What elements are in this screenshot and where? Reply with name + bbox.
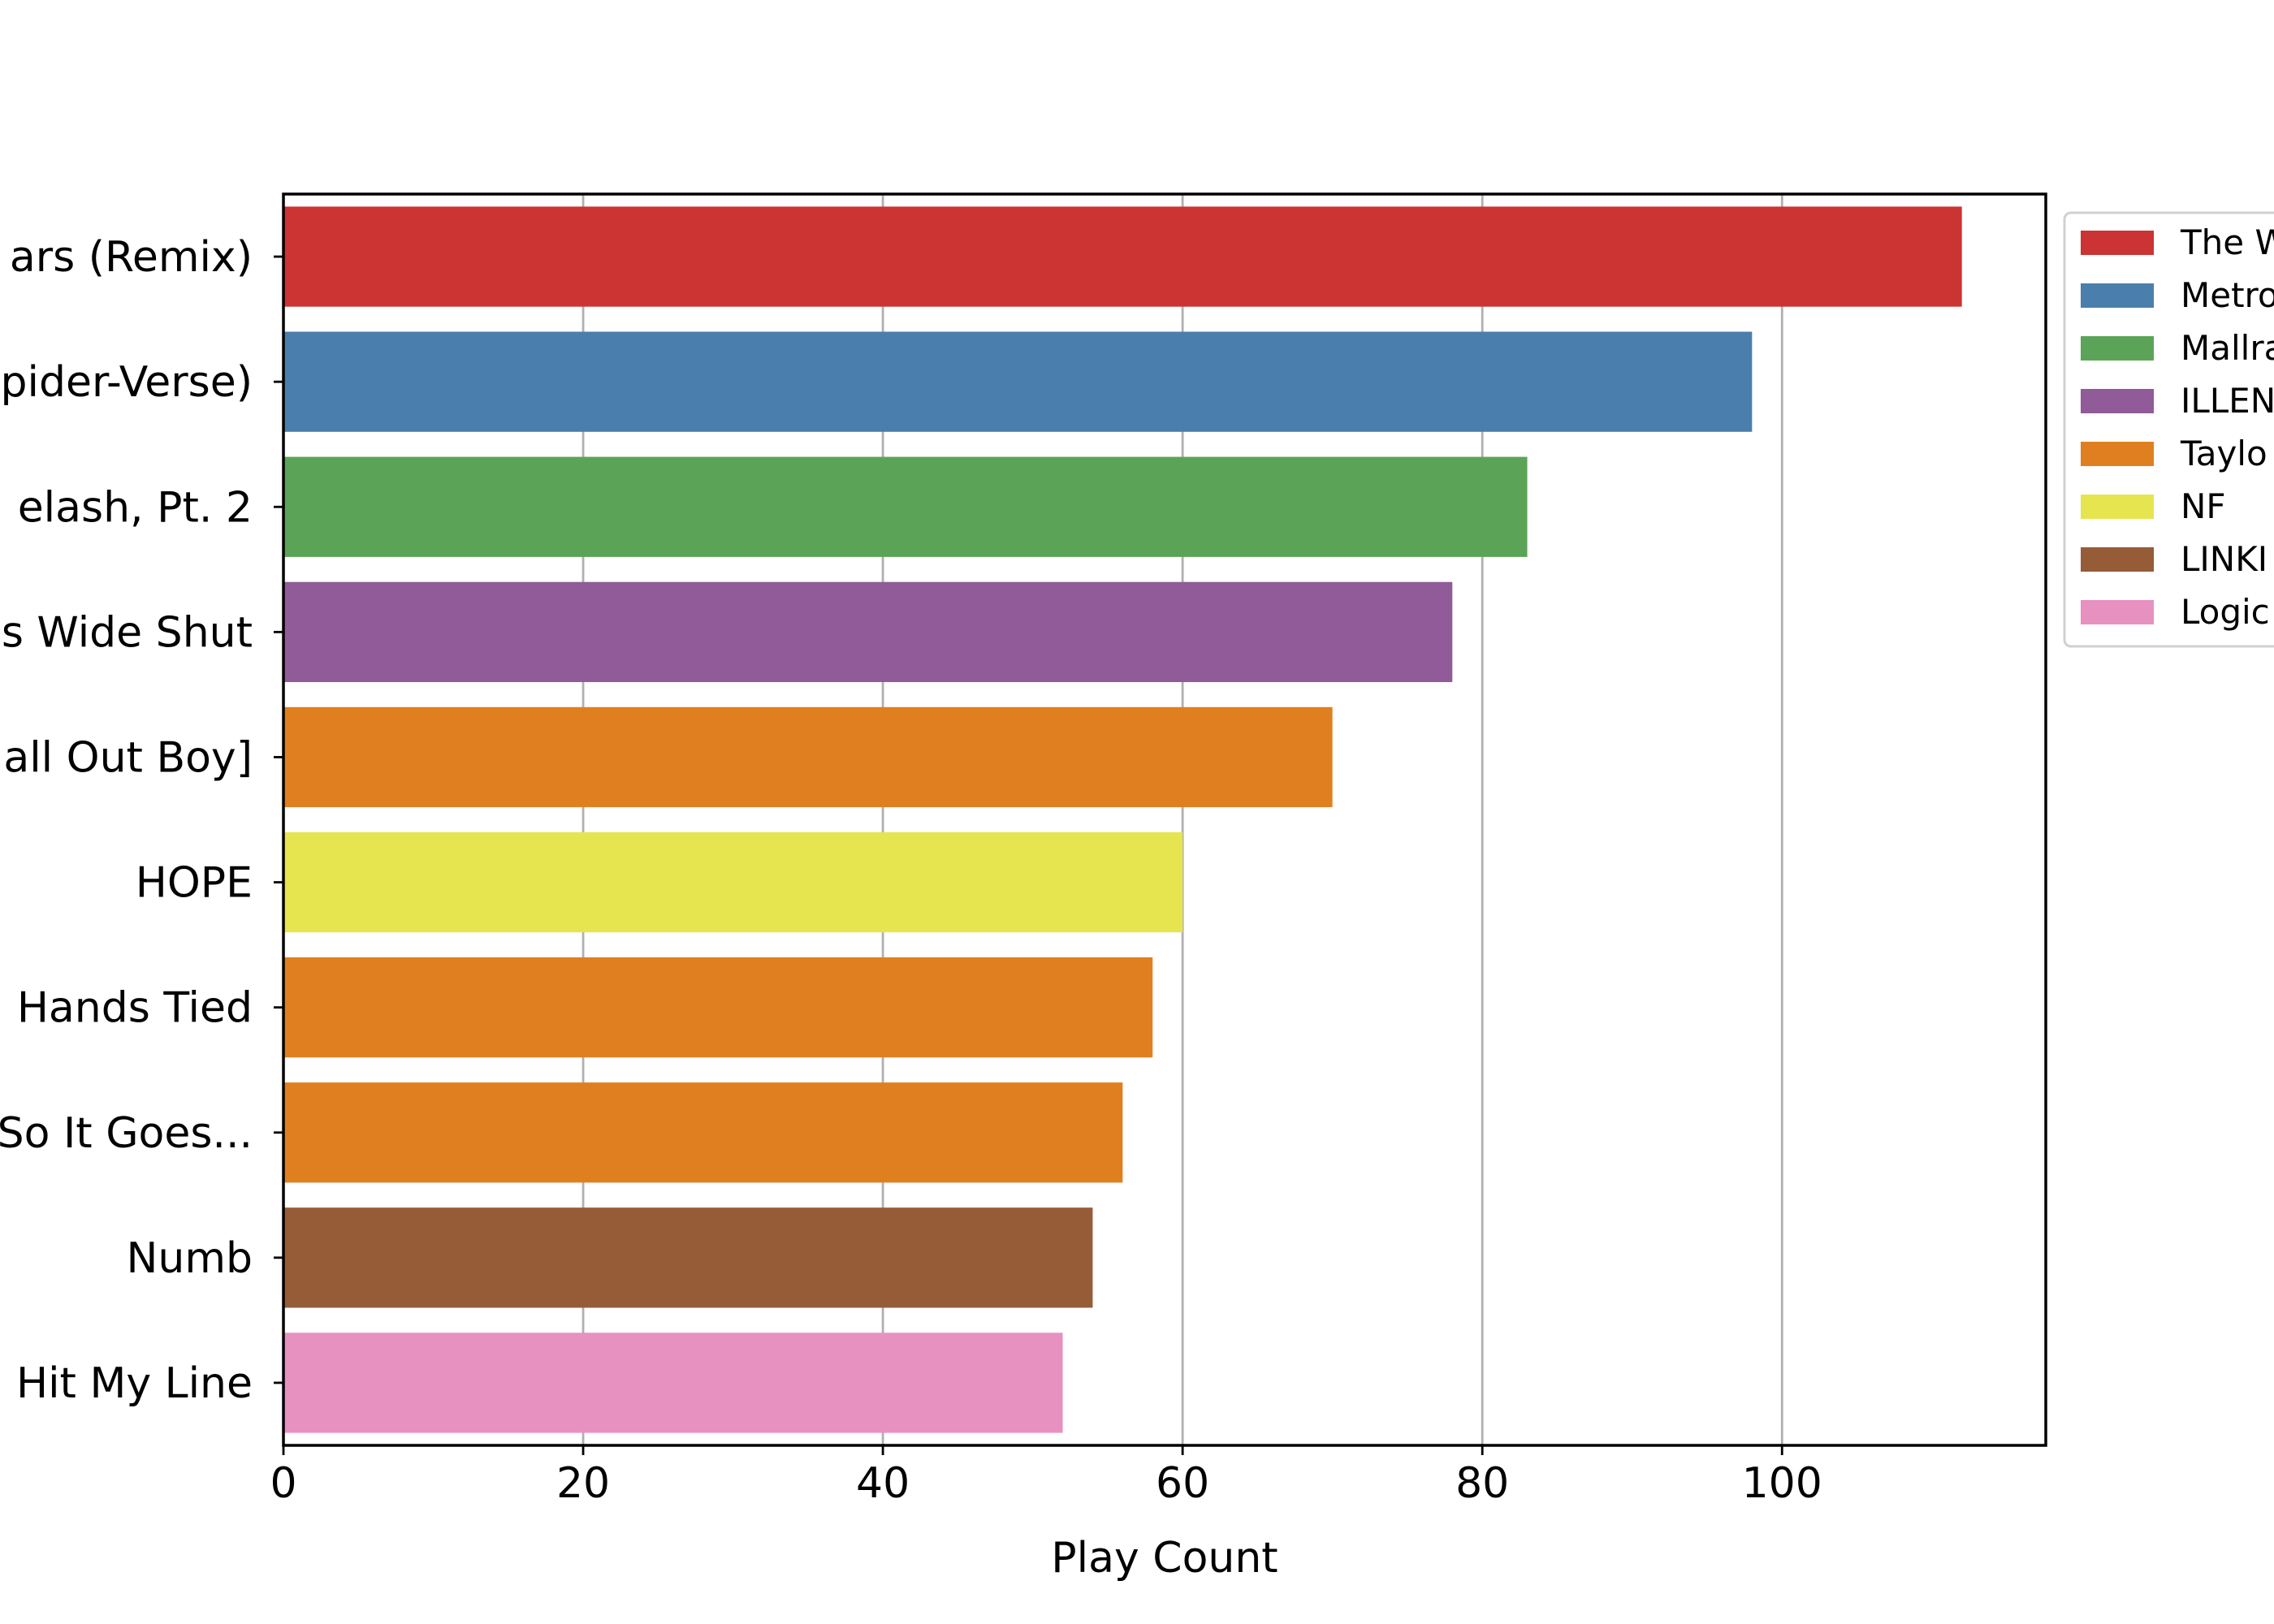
legend-label: Taylo [2180,434,2268,473]
legend-swatch [2081,600,2154,624]
bar [283,1207,1093,1308]
x-tick-label: 60 [1156,1459,1209,1508]
y-tick-label: elash, Pt. 2 [18,483,253,532]
legend: The W Metro Mallra ILLEN Taylo NF LINKI Logic [2063,211,2274,648]
legend-frame [2063,211,2274,648]
legend-swatch [2081,389,2154,413]
legend-swatch [2081,495,2154,519]
y-tick-label: Numb [126,1234,253,1283]
legend-swatch [2081,231,2154,255]
bar [283,1082,1123,1183]
y-tick-label: So It Goes... [0,1109,253,1158]
bar [283,831,1183,933]
bar [283,706,1333,808]
bar [283,331,1753,432]
legend-label: The W [2180,222,2274,262]
legend-label: NF [2181,486,2226,526]
bar [283,581,1453,682]
y-tick-label: all Out Boy] [3,733,253,782]
legend-label: Logic [2181,592,2270,632]
legend-swatch [2081,547,2154,572]
bar [283,1332,1063,1433]
legend-label: Metro [2181,275,2274,315]
legend-swatch [2081,336,2154,361]
legend-label: Mallra [2181,328,2274,368]
x-tick-label: 0 [270,1459,296,1508]
y-tick-label: HOPE [136,859,253,908]
axis-ticks: 0 20 40 60 80 100 ars (Remix) pider-Verse) elash… [0,233,1822,1508]
y-tick-label: s Wide Shut [2,608,253,657]
bar [283,456,1528,557]
bars [283,206,1962,1433]
x-tick-label: 40 [856,1459,910,1508]
y-tick-label: ars (Remix) [10,233,253,282]
x-tick-label: 80 [1455,1459,1509,1508]
y-tick-label: Hit My Line [16,1359,253,1408]
legend-label: LINKI [2181,539,2268,579]
x-tick-label: 100 [1742,1459,1822,1508]
legend-label: ILLEN [2181,381,2274,421]
legend-swatch [2081,442,2154,466]
legend-swatch [2081,283,2154,308]
x-tick-label: 20 [556,1459,610,1508]
y-tick-label: pider-Verse) [0,358,253,407]
x-axis-label: Play Count [1051,1534,1278,1583]
y-tick-label: Hands Tied [17,984,253,1033]
bar [283,206,1962,307]
plot-frame [282,192,2047,1447]
bar [283,957,1153,1058]
